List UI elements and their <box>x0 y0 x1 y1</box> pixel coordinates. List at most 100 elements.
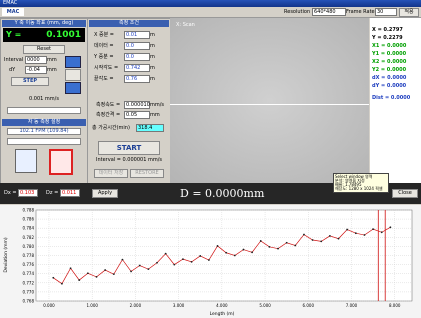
speed-input[interactable]: 0.000010 <box>124 101 150 109</box>
data-point <box>355 232 357 234</box>
data-point <box>70 267 72 269</box>
y-tick-label: 0.788 <box>23 208 35 213</box>
stop-button[interactable] <box>65 69 81 81</box>
readout-line: dY = 0.0000 <box>372 84 406 89</box>
data-point <box>329 235 331 237</box>
row-input[interactable]: 0.01 <box>124 31 150 39</box>
interval-display: Interval = 0.000001 mm/s <box>94 158 164 163</box>
close-button[interactable]: Close <box>392 189 418 198</box>
dy-unit: mm <box>47 68 57 73</box>
dz-label: Dz = <box>46 191 58 196</box>
data-point <box>225 252 227 254</box>
camera-view[interactable]: X: Scan <box>170 18 369 183</box>
row-input[interactable]: 0.0 <box>124 42 150 50</box>
speed-display: 0.001 mm/s <box>9 97 79 102</box>
crosshair <box>170 104 369 105</box>
title-bar: EMAC <box>0 0 421 7</box>
speed-slider[interactable] <box>7 107 81 114</box>
data-point <box>52 277 54 279</box>
time-label: 총 가공시간(min) <box>92 126 130 131</box>
y-display: Y = 0.1001 <box>3 28 85 42</box>
row-input[interactable]: 0.0 <box>124 53 150 61</box>
data-point <box>199 255 201 257</box>
data-point <box>165 253 167 255</box>
interval-unit: mm <box>47 58 57 63</box>
dx-label: Dx = <box>4 191 17 196</box>
row-input[interactable]: 0.76 <box>124 75 150 83</box>
down-button[interactable] <box>65 82 81 94</box>
up-button[interactable] <box>65 56 81 68</box>
y-tick-label: 0.770 <box>23 289 35 294</box>
y-tick-label: 0.782 <box>23 235 35 240</box>
row-unit: m <box>150 33 155 38</box>
left-panel: Y 축 이동 좌표 (mm, deg) Y = 0.1001 Reset Int… <box>0 18 88 184</box>
step-input[interactable]: 0.05 <box>124 111 150 119</box>
panel-header: 측정 조건 <box>89 20 169 27</box>
camera-button[interactable] <box>15 149 37 173</box>
x-tick-label: 0.000 <box>43 303 55 308</box>
data-point <box>268 246 270 248</box>
y-tick-label: 0.786 <box>23 217 35 222</box>
x-tick-label: 5.000 <box>259 303 271 308</box>
data-point <box>294 245 296 247</box>
readout-line: Y2 = 0.0000 <box>372 68 406 73</box>
bottom-bar: Dx = 0.103 Dz = 0.011 Apply D = 0.0000mm… <box>0 183 421 204</box>
dz-input[interactable]: 0.011 <box>60 189 80 197</box>
chart: Deviation (mm) Length (m) 0.7680.7700.77… <box>0 205 421 318</box>
interval-input[interactable]: 0000 <box>25 56 47 64</box>
apply-button[interactable]: Apply <box>92 189 118 198</box>
data-point <box>208 259 210 261</box>
x-tick-label: 4.000 <box>216 303 228 308</box>
readout-line: Y = 0.2279 <box>372 36 403 41</box>
interval-label: Interval <box>4 58 23 63</box>
y-value: 0.1001 <box>46 31 81 40</box>
data-point <box>122 259 124 261</box>
row-unit: m <box>150 66 155 71</box>
distance-display: D = 0.0000mm <box>180 188 264 199</box>
data-point <box>147 268 149 270</box>
record-button[interactable] <box>49 149 73 175</box>
frame-rate-input[interactable]: 30 <box>375 8 397 16</box>
resolution-input[interactable]: 640*480 <box>312 8 346 16</box>
data-point <box>381 231 383 233</box>
y-tick-label: 0.768 <box>23 299 35 304</box>
dx-input[interactable]: 0.103 <box>18 189 38 197</box>
step-label: 측정간격 = <box>96 113 120 118</box>
row-unit: m <box>150 44 155 49</box>
step-button[interactable]: STEP <box>11 77 49 86</box>
toolbar: MAC Resolution 640*480 Frame Rate 30 적용 <box>0 7 421 18</box>
data-point <box>234 255 236 257</box>
logo: MAC <box>2 8 24 16</box>
data-point <box>243 249 245 251</box>
dy-input[interactable]: -0.04 <box>25 66 47 74</box>
data-point <box>286 242 288 244</box>
data-point <box>303 234 305 236</box>
data-point <box>156 262 158 264</box>
data-point <box>96 276 98 278</box>
data-point <box>113 273 115 275</box>
apply-button[interactable]: 적용 <box>399 8 419 17</box>
data-point <box>173 264 175 266</box>
x-tick-label: 8.000 <box>389 303 401 308</box>
data-point <box>312 239 314 241</box>
step-unit: mm <box>150 113 160 118</box>
data-point <box>217 245 219 247</box>
data-point <box>104 269 106 271</box>
speed-unit: mm/s <box>150 103 164 108</box>
row-input[interactable]: 0.742 <box>124 64 150 72</box>
start-button[interactable]: START <box>98 141 160 155</box>
data-point <box>78 279 80 281</box>
y-tick-label: 0.778 <box>23 253 35 258</box>
data-point <box>320 240 322 242</box>
restore-button[interactable]: RESTORE <box>130 169 164 178</box>
readout-line: Y1 = 0.0000 <box>372 52 406 57</box>
readout-line: Dist = 0.0000 <box>372 96 410 101</box>
save-button[interactable]: 데이터 저장 <box>94 169 128 178</box>
x-tick-label: 7.000 <box>346 303 358 308</box>
reset-button[interactable]: Reset <box>23 45 65 54</box>
fpm-slider[interactable] <box>7 138 81 145</box>
time-display: 318.4 <box>136 124 164 132</box>
x-tick-label: 2.000 <box>130 303 142 308</box>
